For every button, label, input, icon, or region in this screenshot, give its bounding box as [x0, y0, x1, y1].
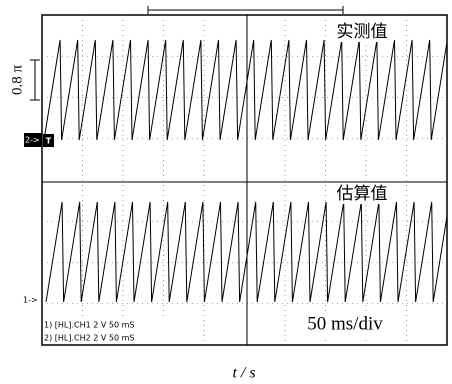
x-axis-label: t / s [232, 365, 255, 382]
ch1-marker: 1-> [23, 296, 38, 305]
timebase: 50 ms/div [307, 313, 383, 334]
ch1-info: 1) [HL].CH1 2 V 50 mS [44, 321, 135, 330]
figure: 0.8 π 实测值 估算值 2-> T 1-> 1) [HL].CH1 2 V … [0, 0, 452, 384]
screen-border [42, 15, 447, 345]
page: 0.8 π 实测值 估算值 2-> T 1-> 1) [HL].CH1 2 V … [0, 0, 452, 384]
ch2-marker: 2-> [25, 136, 40, 145]
ch2-info: 2) [HL].CH2 2 V 50 mS [44, 334, 135, 343]
scale-bar-label: 0.8 π [9, 65, 25, 96]
trigger-marker: T [46, 137, 52, 146]
lower-label: 估算值 [337, 184, 388, 203]
upper-label: 实测值 [337, 22, 388, 41]
